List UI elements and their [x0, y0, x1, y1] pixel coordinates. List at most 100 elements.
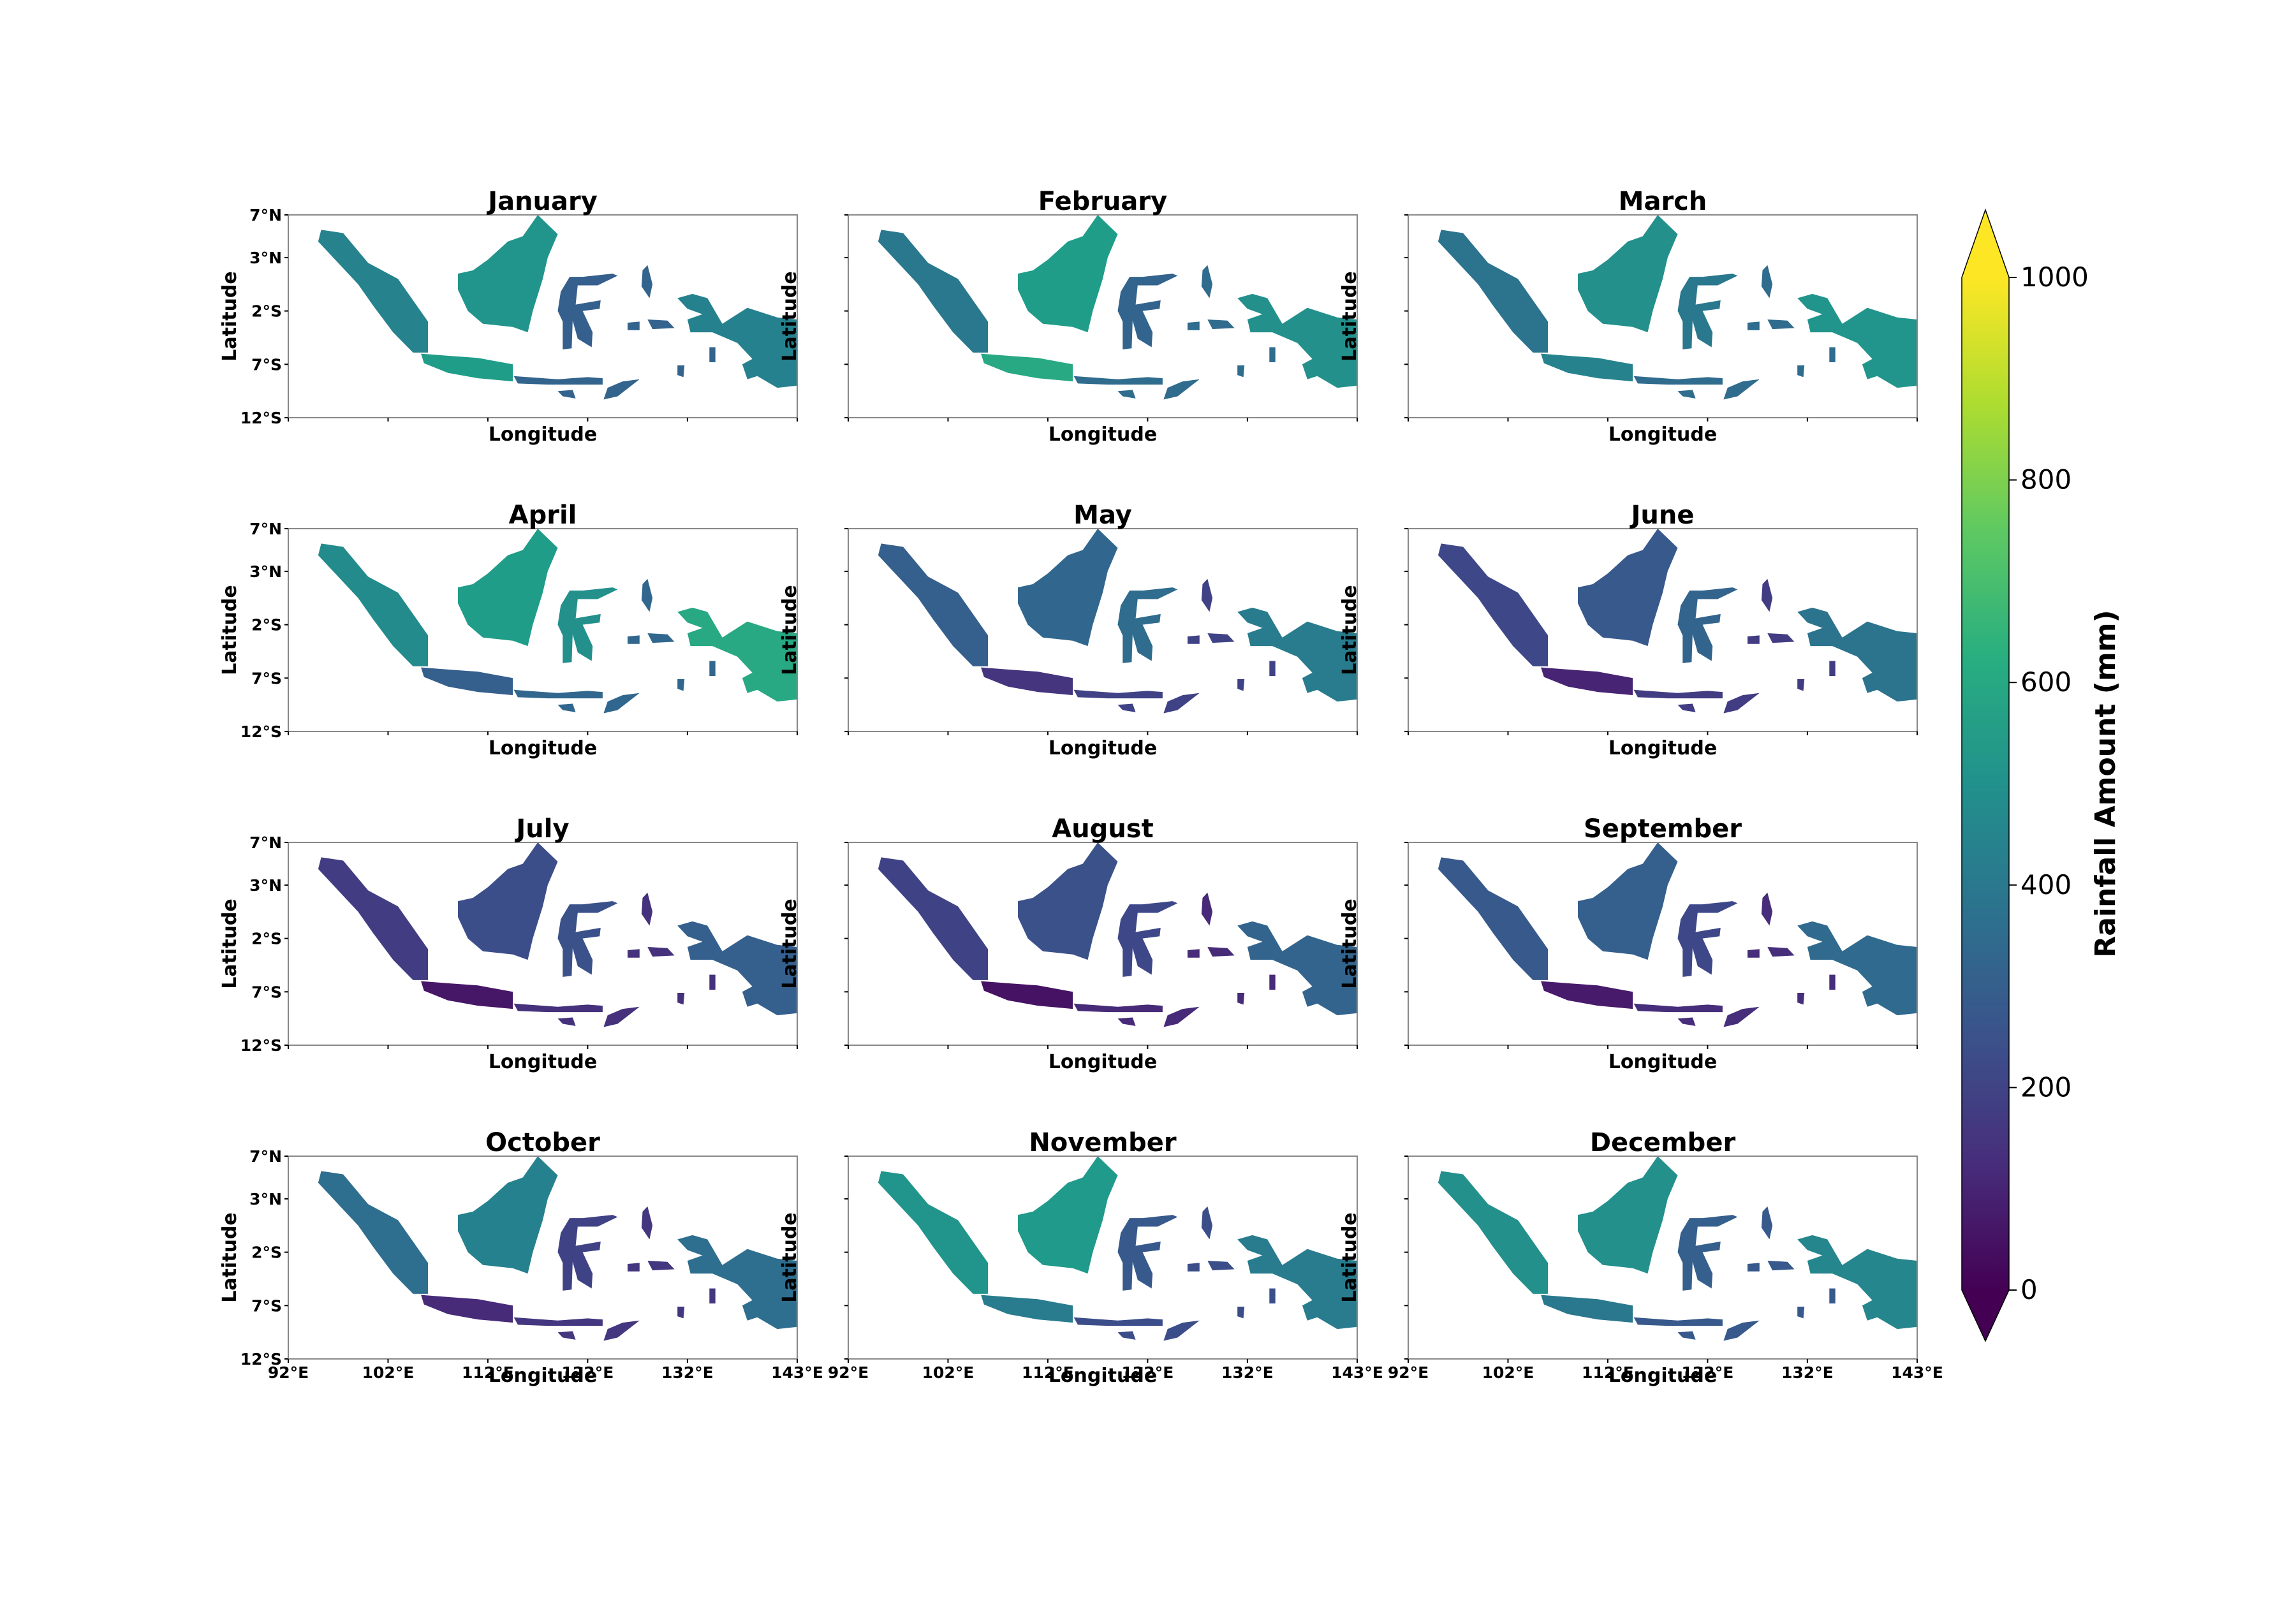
- landmass-java: [1541, 353, 1633, 382]
- landmass-papua: [677, 293, 797, 388]
- landmass-sumatra: [878, 543, 989, 666]
- landmass-islands: [677, 365, 685, 378]
- landmass-islands: [709, 661, 716, 676]
- panel-title: January: [486, 187, 598, 216]
- colorbar-tick-label: 1000: [2020, 261, 2089, 293]
- landmass-sumatra: [1438, 230, 1549, 353]
- landmass-sulawesi: [557, 1215, 618, 1291]
- landmass-borneo: [1018, 529, 1118, 647]
- y-tick-label: 7°S: [251, 1296, 282, 1315]
- landmass-islands: [557, 1331, 576, 1340]
- y-axis-label: Latitude: [219, 271, 241, 362]
- landmass-islands: [1207, 1261, 1235, 1271]
- landmass-islands: [1633, 376, 1723, 385]
- landmass-borneo: [1578, 529, 1678, 647]
- landmass-islands: [1761, 578, 1773, 612]
- x-axis-label: Longitude: [489, 1365, 597, 1387]
- x-axis-label: Longitude: [1608, 1051, 1717, 1073]
- y-tick-label: 7°S: [251, 669, 282, 687]
- y-axis-label: Latitude: [779, 1212, 801, 1303]
- landmass-papua: [1797, 293, 1917, 388]
- landmass-islands: [1201, 265, 1213, 298]
- landmass-sumatra: [1438, 1171, 1549, 1294]
- landmass-sumatra: [878, 857, 989, 980]
- y-axis-label: Latitude: [1339, 271, 1361, 362]
- map-panel-august: August Longitude Latitude: [779, 814, 1358, 1073]
- landmass-islands: [1237, 679, 1245, 691]
- landmass-islands: [1163, 693, 1200, 714]
- landmass-islands: [628, 635, 640, 644]
- landmass-islands: [1829, 1288, 1836, 1303]
- x-tick-label: 112°E: [1022, 1363, 1074, 1382]
- landmass-islands: [1117, 1331, 1136, 1340]
- landmass-islands: [1797, 993, 1805, 1005]
- colorbar-tick-label: 400: [2020, 869, 2072, 900]
- landmass-islands: [709, 1288, 716, 1303]
- landmass-java: [981, 353, 1073, 382]
- landmass-islands: [1207, 319, 1235, 330]
- colorbar-extend-min: [1962, 1290, 2009, 1341]
- landmass-islands: [557, 1017, 576, 1026]
- landmass-islands: [1207, 633, 1235, 643]
- landmass-islands: [1677, 1017, 1696, 1026]
- landmass-islands: [1748, 321, 1760, 330]
- landmass-sumatra: [318, 543, 429, 666]
- landmass-sulawesi: [557, 274, 618, 349]
- landmass-sumatra: [878, 1171, 989, 1294]
- y-axis-label: Latitude: [1339, 1212, 1361, 1303]
- landmass-islands: [641, 892, 653, 926]
- panel-title: July: [514, 814, 569, 844]
- landmass-islands: [1723, 1006, 1760, 1027]
- panel-title: March: [1619, 187, 1707, 216]
- landmass-islands: [677, 993, 685, 1005]
- x-tick-label: 143°E: [1331, 1363, 1383, 1382]
- y-tick-label: 3°N: [249, 1190, 282, 1208]
- x-axis-label: Longitude: [489, 737, 597, 759]
- landmass-sulawesi: [1677, 274, 1738, 349]
- landmass-islands: [647, 1261, 675, 1271]
- map-panel-december: December Longitude Latitude 92°E 102°E 112°E 1…: [1339, 1128, 1943, 1387]
- landmass-papua: [677, 607, 797, 702]
- landmass-islands: [1767, 633, 1795, 643]
- landmass-papua: [1237, 1235, 1357, 1330]
- landmass-islands: [641, 265, 653, 298]
- landmass-islands: [1677, 1331, 1696, 1340]
- landmass-islands: [1269, 347, 1276, 362]
- colorbar-tick-label: 0: [2020, 1274, 2038, 1305]
- y-axis-label: Latitude: [779, 899, 801, 989]
- landmass-islands: [1269, 974, 1276, 990]
- x-axis-label: Longitude: [489, 423, 597, 446]
- map-panel-january: January Longitude Latitude 7°N 3°N 2°S 7°S 12°S: [219, 187, 798, 446]
- landmass-java: [981, 981, 1073, 1009]
- landmass-islands: [1188, 1263, 1200, 1272]
- landmass-sumatra: [878, 230, 989, 353]
- landmass-papua: [677, 921, 797, 1016]
- axes-frame: [1408, 528, 1918, 732]
- landmass-islands: [647, 319, 675, 330]
- map-panel-june: June Longitude Latitude: [1339, 501, 1918, 759]
- landmass-islands: [1269, 1288, 1276, 1303]
- landmass-islands: [1073, 376, 1163, 385]
- map-panel-september: September Longitude Latitude: [1339, 814, 1918, 1073]
- colorbar-tick-label: 800: [2020, 464, 2072, 495]
- x-axis-label: Longitude: [1608, 737, 1717, 759]
- landmass-islands: [603, 1006, 640, 1027]
- y-tick-label: 2°S: [251, 302, 282, 321]
- landmass-islands: [1829, 347, 1836, 362]
- y-tick-label: 7°N: [249, 1147, 282, 1166]
- y-tick-label: 12°S: [240, 723, 282, 741]
- landmass-islands: [603, 1320, 640, 1341]
- landmass-islands: [628, 321, 640, 330]
- landmass-islands: [641, 578, 653, 612]
- landmass-sumatra: [318, 230, 429, 353]
- y-tick-label: 7°S: [251, 983, 282, 1001]
- landmass-borneo: [1018, 215, 1118, 333]
- landmass-sumatra: [318, 857, 429, 980]
- landmass-sulawesi: [557, 901, 618, 977]
- landmass-papua: [1797, 607, 1917, 702]
- x-axis-label: Longitude: [1049, 423, 1157, 446]
- x-tick-label: 112°E: [1582, 1363, 1634, 1382]
- panel-title: August: [1052, 814, 1153, 844]
- landmass-islands: [1761, 1206, 1773, 1240]
- y-tick-label: 12°S: [240, 409, 282, 427]
